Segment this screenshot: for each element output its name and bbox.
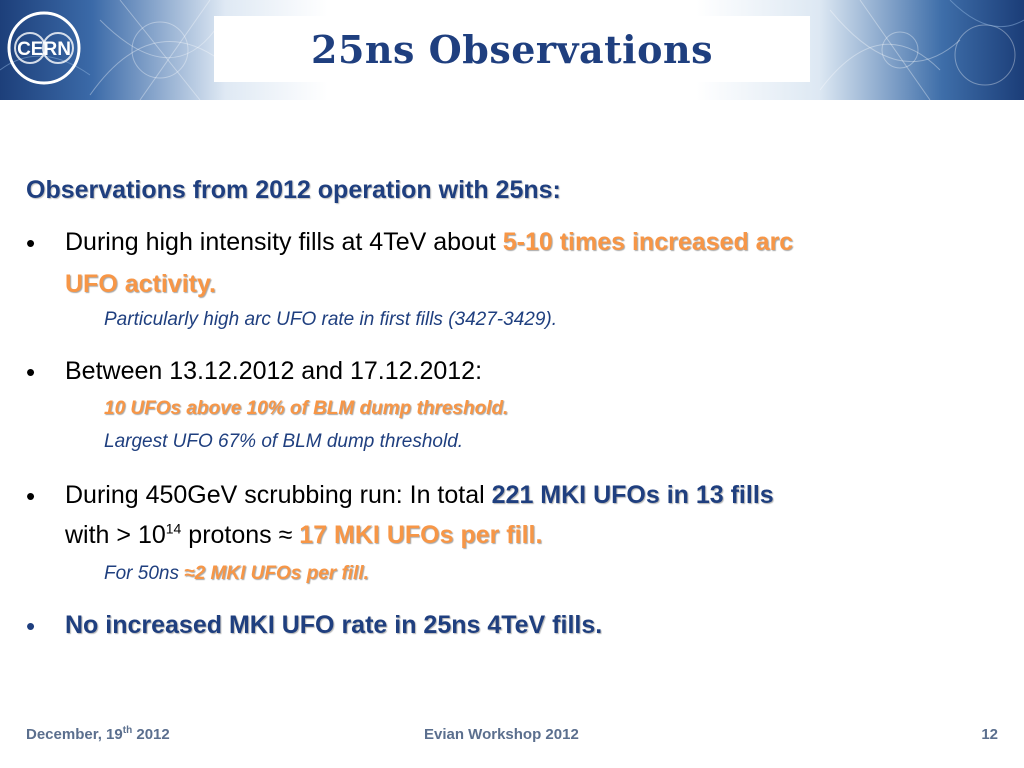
bullet-3-highlight-2: 17 MKI UFOs per fill. xyxy=(299,521,543,549)
bullet-1-line-2: UFO activity. xyxy=(65,270,216,299)
bullet-2-sub-1: 10 UFOs above 10% of BLM dump threshold. xyxy=(104,398,508,420)
bullet-2-sub-1-highlight: 10 UFOs above 10% of BLM dump threshold. xyxy=(104,398,509,419)
bullet-1-text: During high intensity fills at 4TeV abou… xyxy=(65,228,503,256)
bullet-3-highlight-1: 221 MKI UFOs in 13 fills xyxy=(491,481,774,509)
bullet-3-sub-highlight: ≈2 MKI UFOs per fill. xyxy=(184,563,369,584)
footer-center: Evian Workshop 2012 xyxy=(424,726,579,743)
bullet-2-text: Between 13.12.2012 and 17.12.2012: xyxy=(65,357,483,385)
bullet-4-text: No increased MKI UFO rate in 25ns 4TeV f… xyxy=(65,611,603,639)
bullet-1-line-1: During high intensity fills at 4TeV abou… xyxy=(65,228,793,257)
bullet-1-highlight-1: 5-10 times increased arc xyxy=(502,228,794,256)
cern-logo: CERN xyxy=(7,11,81,85)
title-box: 25ns Observations xyxy=(214,16,810,82)
bullet-3-text: During 450GeV scrubbing run: In total xyxy=(65,481,492,509)
bullet-4-marker: • xyxy=(26,611,36,641)
page-title: 25ns Observations xyxy=(311,26,713,72)
header-banner: CERN 25ns Observations xyxy=(0,0,1024,100)
footer-date-sup: th xyxy=(122,725,133,736)
bullet-1-marker: • xyxy=(26,228,36,258)
bullet-4-line: No increased MKI UFO rate in 25ns 4TeV f… xyxy=(65,611,602,640)
footer-date-a: December, 19 xyxy=(26,726,123,743)
bullet-2-sub-2: Largest UFO 67% of BLM dump threshold. xyxy=(104,431,464,452)
footer-date: December, 19th 2012 xyxy=(26,725,170,744)
bullet-1-highlight-2: UFO activity. xyxy=(65,270,216,298)
footer-date-b: 2012 xyxy=(132,726,170,743)
bullet-3-sub-prefix: For 50ns xyxy=(104,563,185,584)
bullet-3-text-2b: protons ≈ xyxy=(181,521,300,549)
bullet-3-line-1: During 450GeV scrubbing run: In total 22… xyxy=(65,481,774,510)
banner-decoration xyxy=(0,0,1024,100)
bullet-3-text-2a: with > 10 xyxy=(65,521,166,549)
section-heading: Observations from 2012 operation with 25… xyxy=(26,176,561,204)
bullet-2-marker: • xyxy=(26,357,36,387)
bullet-3-marker: • xyxy=(26,481,36,511)
footer-page-number: 12 xyxy=(981,726,998,743)
cern-logo-text: CERN xyxy=(17,39,71,60)
bullet-3-superscript: 14 xyxy=(165,520,182,537)
bullet-1-sub: Particularly high arc UFO rate in first … xyxy=(104,309,557,330)
bullet-3-line-2: with > 1014 protons ≈ 17 MKI UFOs per fi… xyxy=(65,521,542,550)
bullet-3-sub: For 50ns ≈2 MKI UFOs per fill. xyxy=(104,563,369,585)
